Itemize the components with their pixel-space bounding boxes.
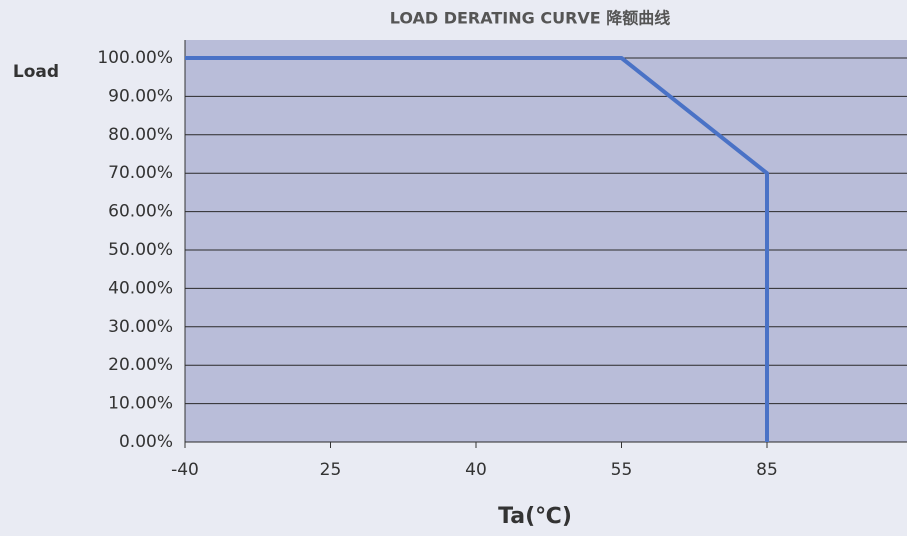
x-tick-label: -40 xyxy=(171,460,199,480)
y-tick-label: 90.00% xyxy=(108,86,173,106)
y-tick-label: 80.00% xyxy=(108,125,173,145)
y-tick-label: 100.00% xyxy=(97,48,173,68)
y-tick-label: 20.00% xyxy=(108,355,173,375)
x-tick-label: 85 xyxy=(756,460,778,480)
y-tick-label: 70.00% xyxy=(108,163,173,183)
chart-title: LOAD DERATING CURVE 降额曲线 xyxy=(390,9,671,28)
y-axis-label: Load xyxy=(13,62,59,82)
x-tick-label: 40 xyxy=(465,460,487,480)
y-tick-label: 40.00% xyxy=(108,278,173,298)
y-tick-label: 50.00% xyxy=(108,240,173,260)
derating-line xyxy=(185,56,769,442)
plot-area xyxy=(185,40,907,442)
y-tick-label: 60.00% xyxy=(108,202,173,222)
y-tick-label: 10.00% xyxy=(108,394,173,414)
x-tick-label: 55 xyxy=(611,460,633,480)
y-tick-label: 0.00% xyxy=(119,432,173,452)
y-tick-label: 30.00% xyxy=(108,317,173,337)
x-tick-label: 25 xyxy=(320,460,342,480)
x-axis-label: Ta(℃) xyxy=(498,504,572,529)
